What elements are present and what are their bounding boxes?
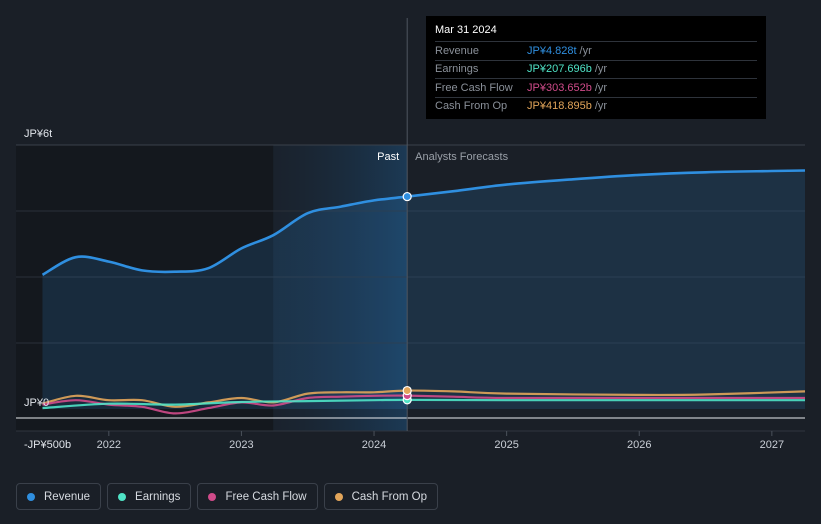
tooltip-value: JP¥303.652b: [527, 81, 592, 94]
legend-dot-icon: [118, 492, 127, 501]
past-background: [16, 145, 274, 431]
tooltip-date: Mar 31 2024: [435, 24, 497, 36]
tooltip-unit: /yr: [594, 81, 608, 94]
x-axis-label: 2022: [97, 439, 121, 451]
tooltip-row-cash-from-op: Cash From Op JP¥418.895b /yr: [435, 96, 757, 116]
legend-label: Free Cash Flow: [225, 490, 307, 503]
tooltip-label: Cash From Op: [435, 100, 508, 113]
legend-item-revenue[interactable]: Revenue: [16, 483, 102, 510]
legend-dot-icon: [334, 492, 343, 501]
highlight-marker: [402, 191, 412, 202]
series-line-free-cash-flow: [42, 394, 805, 415]
tooltip-label: Revenue: [435, 44, 480, 57]
forecast-label: Analysts Forecasts: [415, 151, 508, 163]
series-line-cash-from-op: [42, 389, 806, 408]
tooltip-unit: /yr: [579, 44, 592, 57]
legend-label: Cash From Op: [351, 490, 428, 503]
tooltip-row-revenue: Revenue JP¥4.828t /yr: [435, 41, 757, 60]
y-axis-label: JP¥6t: [24, 128, 52, 140]
series-line-earnings: [42, 398, 805, 410]
y-axis-label: -JP¥500b: [24, 439, 71, 451]
tooltip-row-earnings: Earnings JP¥207.696b /yr: [435, 59, 757, 79]
legend-label: Earnings: [135, 490, 181, 503]
x-axis-label: 2023: [229, 439, 253, 451]
x-axis-label: 2025: [494, 439, 518, 451]
legend-item-free-cash-flow[interactable]: Free Cash Flow: [197, 483, 318, 510]
legend-label: Revenue: [44, 490, 91, 503]
x-axis-label: 2026: [627, 439, 651, 451]
x-axis-label: 2027: [760, 439, 784, 451]
tooltip-unit: /yr: [594, 63, 608, 76]
x-axis-label: 2024: [362, 439, 386, 451]
tooltip-label: Free Cash Flow: [435, 81, 513, 94]
revenue-area: [42, 170, 805, 409]
tooltip-value: JP¥418.895b: [527, 100, 592, 113]
tooltip-label: Earnings: [435, 63, 479, 76]
legend-item-cash-from-op[interactable]: Cash From Op: [323, 483, 439, 510]
financial-chart: Past Analysts Forecasts JP¥6t JP¥0 -JP¥500b 2…: [16, 18, 806, 451]
legend-dot-icon: [27, 492, 35, 501]
past-label: Past: [377, 151, 399, 163]
tooltip-row-free-cash-flow: Free Cash Flow JP¥303.652b /yr: [435, 78, 757, 97]
past-highlight-band: [273, 145, 408, 431]
data-tooltip: Mar 31 2024 Revenue JP¥4.828t /yr Earnin…: [426, 16, 766, 119]
y-axis-label: JP¥0: [24, 397, 49, 409]
highlight-marker: [402, 385, 412, 396]
legend-dot-icon: [208, 492, 217, 501]
tooltip-unit: /yr: [594, 100, 608, 113]
legend-item-earnings[interactable]: Earnings: [107, 483, 192, 510]
chart-legend: Revenue Earnings Free Cash Flow Cash Fro…: [16, 483, 439, 510]
series-line-revenue: [41, 169, 806, 276]
tooltip-value: JP¥207.696b: [527, 63, 592, 76]
tooltip-value: JP¥4.828t: [527, 44, 577, 57]
